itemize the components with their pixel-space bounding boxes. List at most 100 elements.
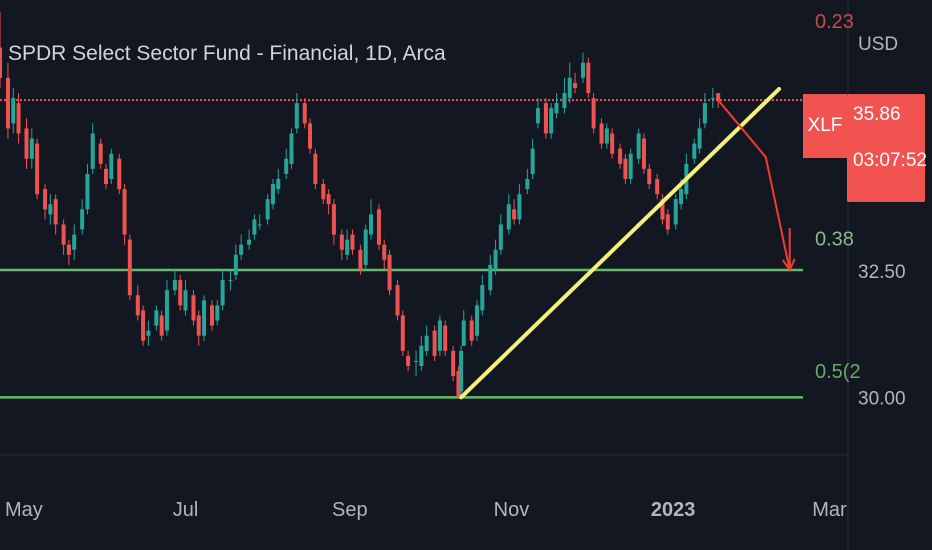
last-price-badge[interactable]: 35.86 03:07:52 [847,94,927,202]
candle-body [24,128,29,159]
candle-body [350,234,355,250]
candle-body [414,360,419,362]
candle-body [512,209,517,220]
candle-body [604,128,609,144]
candle-body [313,153,318,185]
candle-body [196,315,201,336]
candle-body [154,310,159,326]
candle-body [586,62,591,94]
candle-body [525,178,530,190]
candle-body [233,254,238,276]
candle-body [109,153,114,179]
candle-body [164,290,169,331]
candle-body [480,285,485,311]
candle-body [376,209,381,245]
candle-body [183,290,188,311]
candle-body [647,168,652,185]
candle-body [80,209,85,230]
projection-arrowhead [781,258,796,272]
candle-body [530,148,535,174]
candle-body [339,234,344,250]
time-tick-label: Nov [494,499,530,521]
candle-body [276,178,281,190]
candle-body [35,143,40,195]
candle-body [294,103,299,129]
time-axis[interactable]: May Jul Sep Nov 2023 Mar [5,499,847,521]
candle-body [716,93,721,101]
candle-body [5,77,10,129]
candle-body [29,138,34,159]
candle-body [122,189,127,235]
candle-body [581,62,585,78]
candle-body [419,345,424,367]
candle-body [141,310,146,341]
candle-body [451,350,456,377]
candle-body [517,194,522,220]
price-axis[interactable]: 32.50 30.00 [858,262,906,409]
ticker-badge[interactable]: XLF [803,94,847,158]
time-tick-label: Mar [812,499,847,521]
candle-body [326,194,331,205]
candle-body [220,280,225,306]
candle-body [43,189,48,210]
time-tick-label: Sep [332,499,368,521]
candle-body [655,178,660,195]
candle-body [72,234,77,250]
candle-body [53,199,58,225]
candle-body [127,239,132,296]
last-price: 35.86 [853,104,901,125]
projection-arrow [717,99,791,271]
candle-body [424,335,429,351]
time-tick-label: 2023 [651,499,696,521]
candle-body [270,184,275,205]
fib-level-labels: 0.23 0.38 0.5(2 [815,11,861,383]
time-tick-label: May [5,499,43,521]
candle-body [475,305,479,336]
fib-level-label: 0.38 [815,229,854,251]
candle-body [567,77,572,99]
candle-body [11,98,16,124]
price-tick-label: 30.00 [858,388,906,409]
candle-body [679,189,684,205]
candle-body [395,285,400,316]
candle-body [48,204,53,215]
candle-body [543,103,548,134]
candle-body [104,168,108,185]
candle-body [636,133,641,159]
candle-body [146,330,151,336]
candle-body [85,173,90,210]
candle-body [16,103,21,134]
fib-level-label: 0.23 [815,11,854,33]
candle-body [406,355,411,367]
candle-body [289,133,294,164]
candle-body [265,199,270,220]
candle-body [257,224,262,226]
candle-body [117,158,122,190]
candle-body [498,224,503,250]
candle-body [673,199,678,225]
price-tick-label: 32.50 [858,262,906,283]
candle-body [591,98,596,129]
drawing-tools [459,86,796,400]
candle-body [400,315,405,351]
candle-body [702,103,707,124]
candle-body [665,214,670,230]
candle-body [345,239,350,255]
candle-body [284,158,289,174]
candle-body [358,249,363,270]
currency-label[interactable]: USD [858,34,899,55]
candle-body [382,244,387,260]
candle-body [697,128,702,149]
candle-body [456,371,461,397]
candle-body [202,300,207,336]
candle-body [228,280,233,282]
time-tick-label: Jul [173,499,199,521]
candle-body [549,108,554,134]
fib-level-label: 0.5(2 [815,361,861,383]
candle-body [302,103,307,124]
candle-body [469,320,474,341]
candle-body [363,229,368,265]
candle-body [61,224,66,245]
